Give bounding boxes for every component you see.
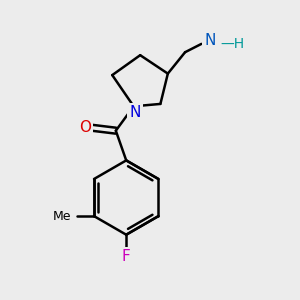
Text: Me: Me [53, 210, 71, 223]
Text: O: O [79, 120, 91, 135]
Text: F: F [122, 249, 130, 264]
Text: N: N [130, 105, 141, 120]
Text: —H: —H [220, 38, 244, 52]
Text: N: N [204, 33, 216, 48]
